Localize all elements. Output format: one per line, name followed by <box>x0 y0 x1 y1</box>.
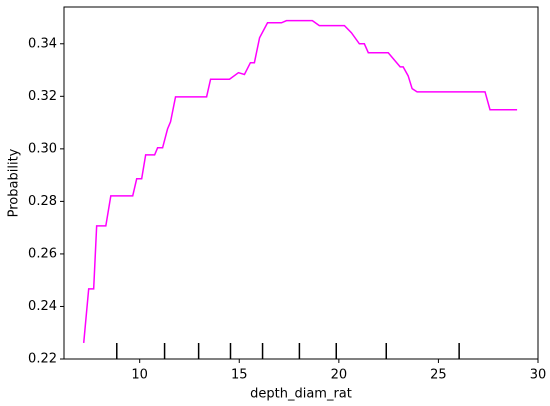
y-tick-label: 0.34 <box>28 36 57 51</box>
x-tick-label: 10 <box>131 368 148 383</box>
y-tick-label: 0.32 <box>28 89 57 104</box>
plot-frame <box>63 6 539 360</box>
y-tick-label: 0.30 <box>28 141 57 156</box>
y-tick-label: 0.26 <box>28 246 57 261</box>
line <box>82 19 518 344</box>
y-tick-label: 0.22 <box>28 352 57 367</box>
x-tick-label: 25 <box>430 368 447 383</box>
y-axis-label: Probability <box>7 148 22 217</box>
y-tick-label: 0.24 <box>28 299 57 314</box>
x-tick-label: 15 <box>231 368 248 383</box>
y-tick-label: 0.28 <box>28 194 57 209</box>
x-tick-label: 20 <box>331 368 348 383</box>
x-axis-label: depth_diam_rat <box>250 387 352 402</box>
x-tick-label: 30 <box>530 368 547 383</box>
